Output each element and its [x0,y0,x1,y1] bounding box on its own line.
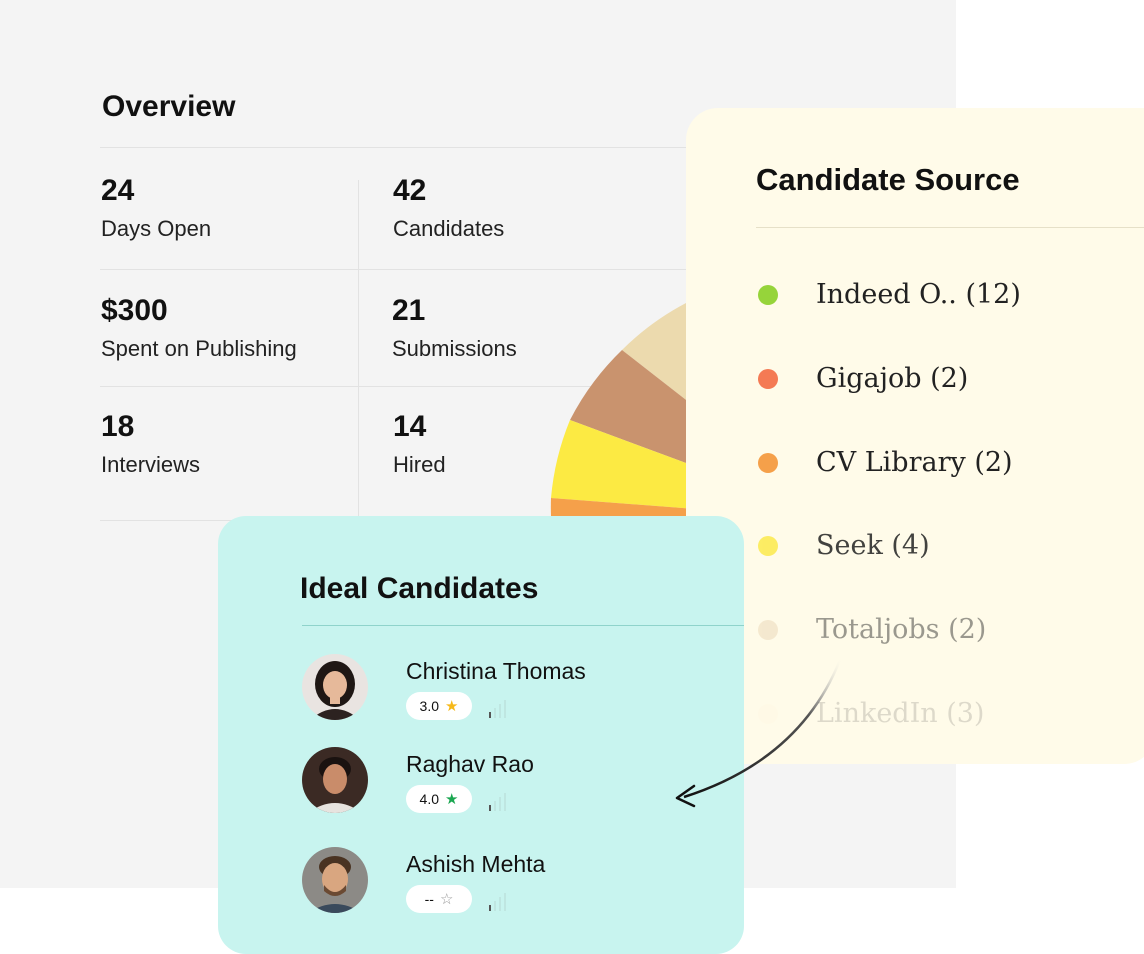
divider [756,227,1144,228]
stat-value: 14 [393,410,427,443]
source-item-linkedin[interactable]: LinkedIn (3) [758,698,984,729]
rating-badge: -- ☆ [406,885,472,913]
stat-spent-on-publishing: $300 Spent on Publishing [101,294,297,362]
candidate-name: Raghav Rao [406,751,534,777]
ideal-candidates-card: Ideal Candidates Christina Thomas 3.0 ★ [218,516,744,954]
rating-value: 3.0 [419,698,439,714]
signal-bars-icon [489,793,506,811]
divider [302,625,744,626]
candidate-name: Ashish Mehta [406,851,546,877]
stat-label: Days Open [101,216,212,241]
legend-dot [758,703,778,724]
rating-badge: 3.0 ★ [406,692,472,720]
avatar [302,847,368,913]
source-label: Indeed O.. (12) [816,279,1021,310]
stat-value: 42 [393,174,427,207]
legend-dot [758,368,778,389]
source-label: Gigajob (2) [816,363,969,394]
candidate-row[interactable]: Christina Thomas 3.0 ★ [302,654,722,724]
stat-days-open: 24 Days Open [101,174,211,242]
star-icon: ★ [445,697,459,715]
signal-bars-icon [489,700,506,718]
legend-dot [758,452,778,473]
signal-bars-icon [489,893,506,911]
stat-hired: 14 Hired [393,410,446,478]
stat-value: 21 [392,294,426,327]
stat-value: 18 [101,410,135,443]
stat-label: Hired [393,452,446,477]
legend-dot [758,284,778,305]
stat-value: $300 [101,294,168,327]
source-label: CV Library (2) [816,447,1013,478]
stat-value: 24 [101,174,135,207]
source-label: Totaljobs (2) [816,614,987,645]
source-label: Seek (4) [816,530,930,561]
ideal-candidates-title: Ideal Candidates [300,572,539,605]
divider [100,386,700,387]
source-item-indeed[interactable]: Indeed O.. (12) [758,279,1021,310]
rating-value: -- [424,891,434,907]
legend-dot [758,619,778,640]
divider [358,180,359,520]
source-item-seek[interactable]: Seek (4) [758,530,930,561]
stat-label: Spent on Publishing [101,336,297,361]
star-outline-icon: ☆ [439,890,454,908]
avatar [302,654,368,720]
star-icon: ★ [445,790,459,808]
stat-candidates: 42 Candidates [393,174,504,242]
stat-interviews: 18 Interviews [101,410,200,478]
candidate-row[interactable]: Raghav Rao 4.0 ★ [302,747,722,817]
rating-value: 4.0 [419,791,439,807]
source-item-cv-library[interactable]: CV Library (2) [758,447,1013,478]
overview-title: Overview [102,90,236,123]
divider [100,147,700,148]
source-label: LinkedIn (3) [816,698,985,729]
stat-label: Interviews [101,452,201,477]
stat-submissions: 21 Submissions [392,294,517,362]
candidate-source-card: Candidate Source Indeed O.. (12) Gigajob… [686,108,1144,764]
candidate-source-title: Candidate Source [756,162,1020,197]
legend-dot [758,535,778,556]
stat-label: Submissions [392,336,517,361]
candidate-name: Christina Thomas [406,658,586,684]
divider [100,269,700,270]
stat-label: Candidates [393,216,505,241]
candidate-row[interactable]: Ashish Mehta -- ☆ [302,847,722,917]
rating-badge: 4.0 ★ [406,785,472,813]
source-item-totaljobs[interactable]: Totaljobs (2) [758,614,986,645]
source-item-gigajob[interactable]: Gigajob (2) [758,363,968,394]
